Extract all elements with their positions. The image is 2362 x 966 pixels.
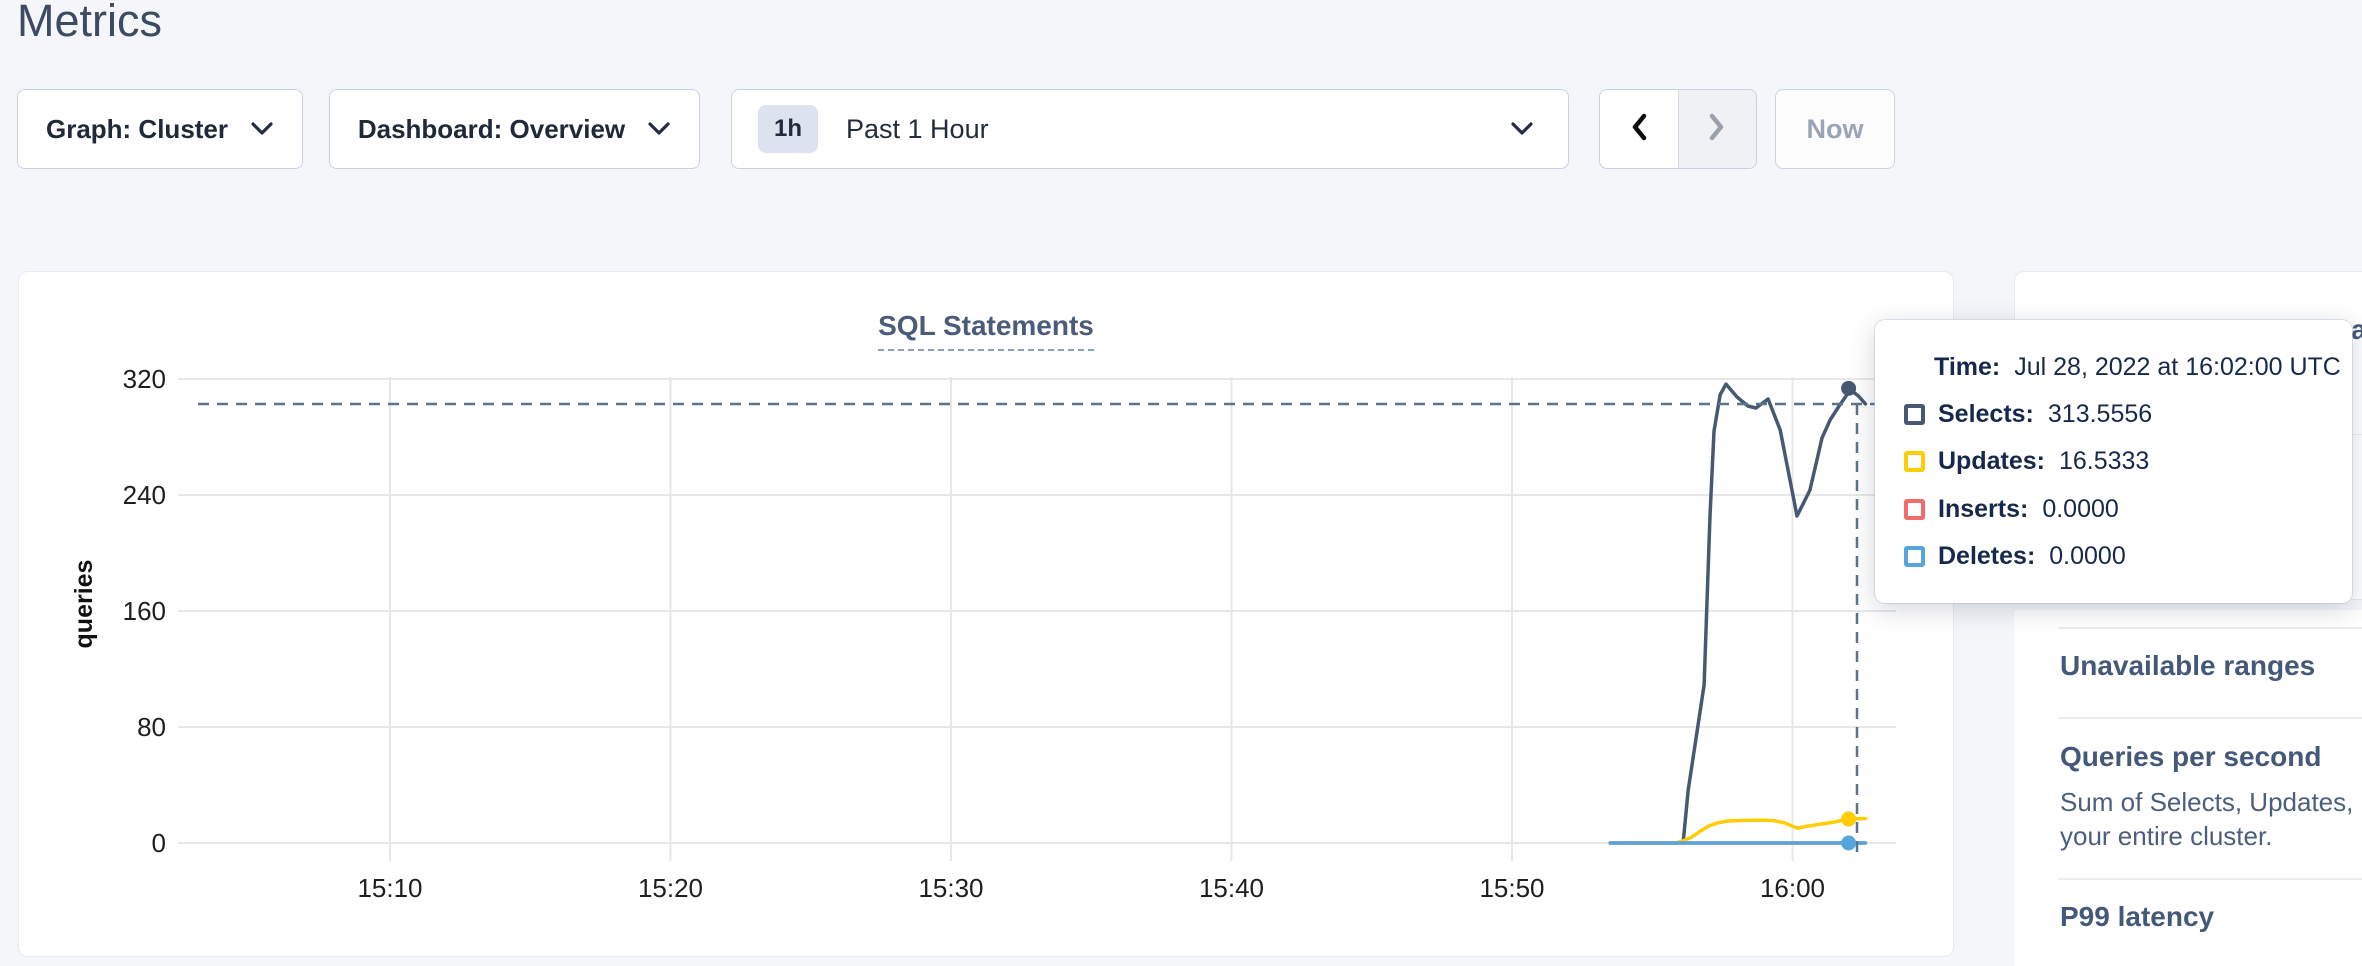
tooltip-row-label: Inserts:: [1938, 494, 2029, 523]
sidebar-summary-panel: Unavailable ranges Queries per second Su…: [2014, 610, 2362, 966]
time-range-selector[interactable]: 1h Past 1 Hour: [731, 89, 1569, 169]
tooltip-row-label: Selects:: [1938, 399, 2034, 428]
inserts-series-swatch-icon: [1904, 498, 1925, 520]
chart-title[interactable]: SQL Statements: [878, 310, 1094, 351]
clipped-card-title: a: [2351, 314, 2362, 346]
selects-series-swatch-icon: [1904, 403, 1925, 425]
tooltip-row-label: Updates:: [1938, 446, 2045, 475]
tooltip-row-selects: Selects: 313.5556: [1904, 399, 2152, 429]
sidebar-desc-line: Sum of Selects, Updates, Inser: [2060, 787, 2362, 817]
divider: [2058, 627, 2362, 629]
sidebar-heading-unavailable-ranges: Unavailable ranges: [2060, 650, 2316, 681]
sidebar-desc-line: your entire cluster.: [2060, 821, 2273, 851]
tooltip-time-label: Time:: [1934, 352, 2001, 381]
tooltip-row-value: 16.5333: [2058, 446, 2150, 475]
sidebar-heading-queries-per-second: Queries per second: [2060, 741, 2322, 772]
chevron-right-icon: [1707, 112, 1727, 147]
chevron-down-icon: [647, 121, 671, 137]
tooltip-row-label: Deletes:: [1938, 541, 2036, 570]
tooltip-row-value: 313.5556: [2047, 399, 2153, 428]
tooltip-row-value: 0.0000: [2042, 494, 2119, 523]
chart-title-row: SQL Statements: [19, 310, 1953, 351]
deletes-series-swatch-icon: [1904, 545, 1925, 567]
tooltip-time-value: Jul 28, 2022 at 16:02:00 UTC: [2014, 352, 2341, 381]
dashboard-dropdown-label: Dashboard: Overview: [357, 113, 626, 144]
chevron-left-icon: [1629, 112, 1649, 147]
now-button[interactable]: Now: [1775, 89, 1895, 169]
time-range-badge: 1h: [758, 105, 819, 153]
graph-dropdown-label: Graph: Cluster: [45, 113, 229, 144]
chart-tooltip: Time: Jul 28, 2022 at 16:02:00 UTC Selec…: [1875, 320, 2352, 603]
divider: [2058, 878, 2362, 880]
divider: [2058, 717, 2362, 719]
page-title: Metrics: [17, 0, 162, 46]
tooltip-row-value: 0.0000: [2049, 541, 2126, 570]
dashboard-dropdown[interactable]: Dashboard: Overview: [329, 89, 700, 169]
next-time-button[interactable]: [1678, 90, 1756, 168]
divider: [1677, 90, 1679, 168]
tooltip-row-inserts: Inserts: 0.0000: [1904, 494, 2119, 524]
sidebar-heading-p99-latency: P99 latency: [2060, 901, 2215, 932]
tooltip-row-updates: Updates: 16.5333: [1904, 446, 2149, 476]
chevron-down-icon: [1510, 121, 1534, 137]
time-nav-arrows: [1599, 89, 1757, 169]
updates-series-swatch-icon: [1904, 450, 1925, 472]
graph-dropdown[interactable]: Graph: Cluster: [17, 89, 303, 169]
tooltip-row-deletes: Deletes: 0.0000: [1904, 541, 2126, 571]
chevron-down-icon: [250, 121, 274, 137]
time-range-label: Past 1 Hour: [846, 113, 989, 144]
now-button-label: Now: [1806, 113, 1864, 144]
previous-time-button[interactable]: [1600, 90, 1678, 168]
tooltip-time-row: Time: Jul 28, 2022 at 16:02:00 UTC: [1934, 352, 2341, 382]
chart-hover-area[interactable]: [195, 374, 1885, 852]
